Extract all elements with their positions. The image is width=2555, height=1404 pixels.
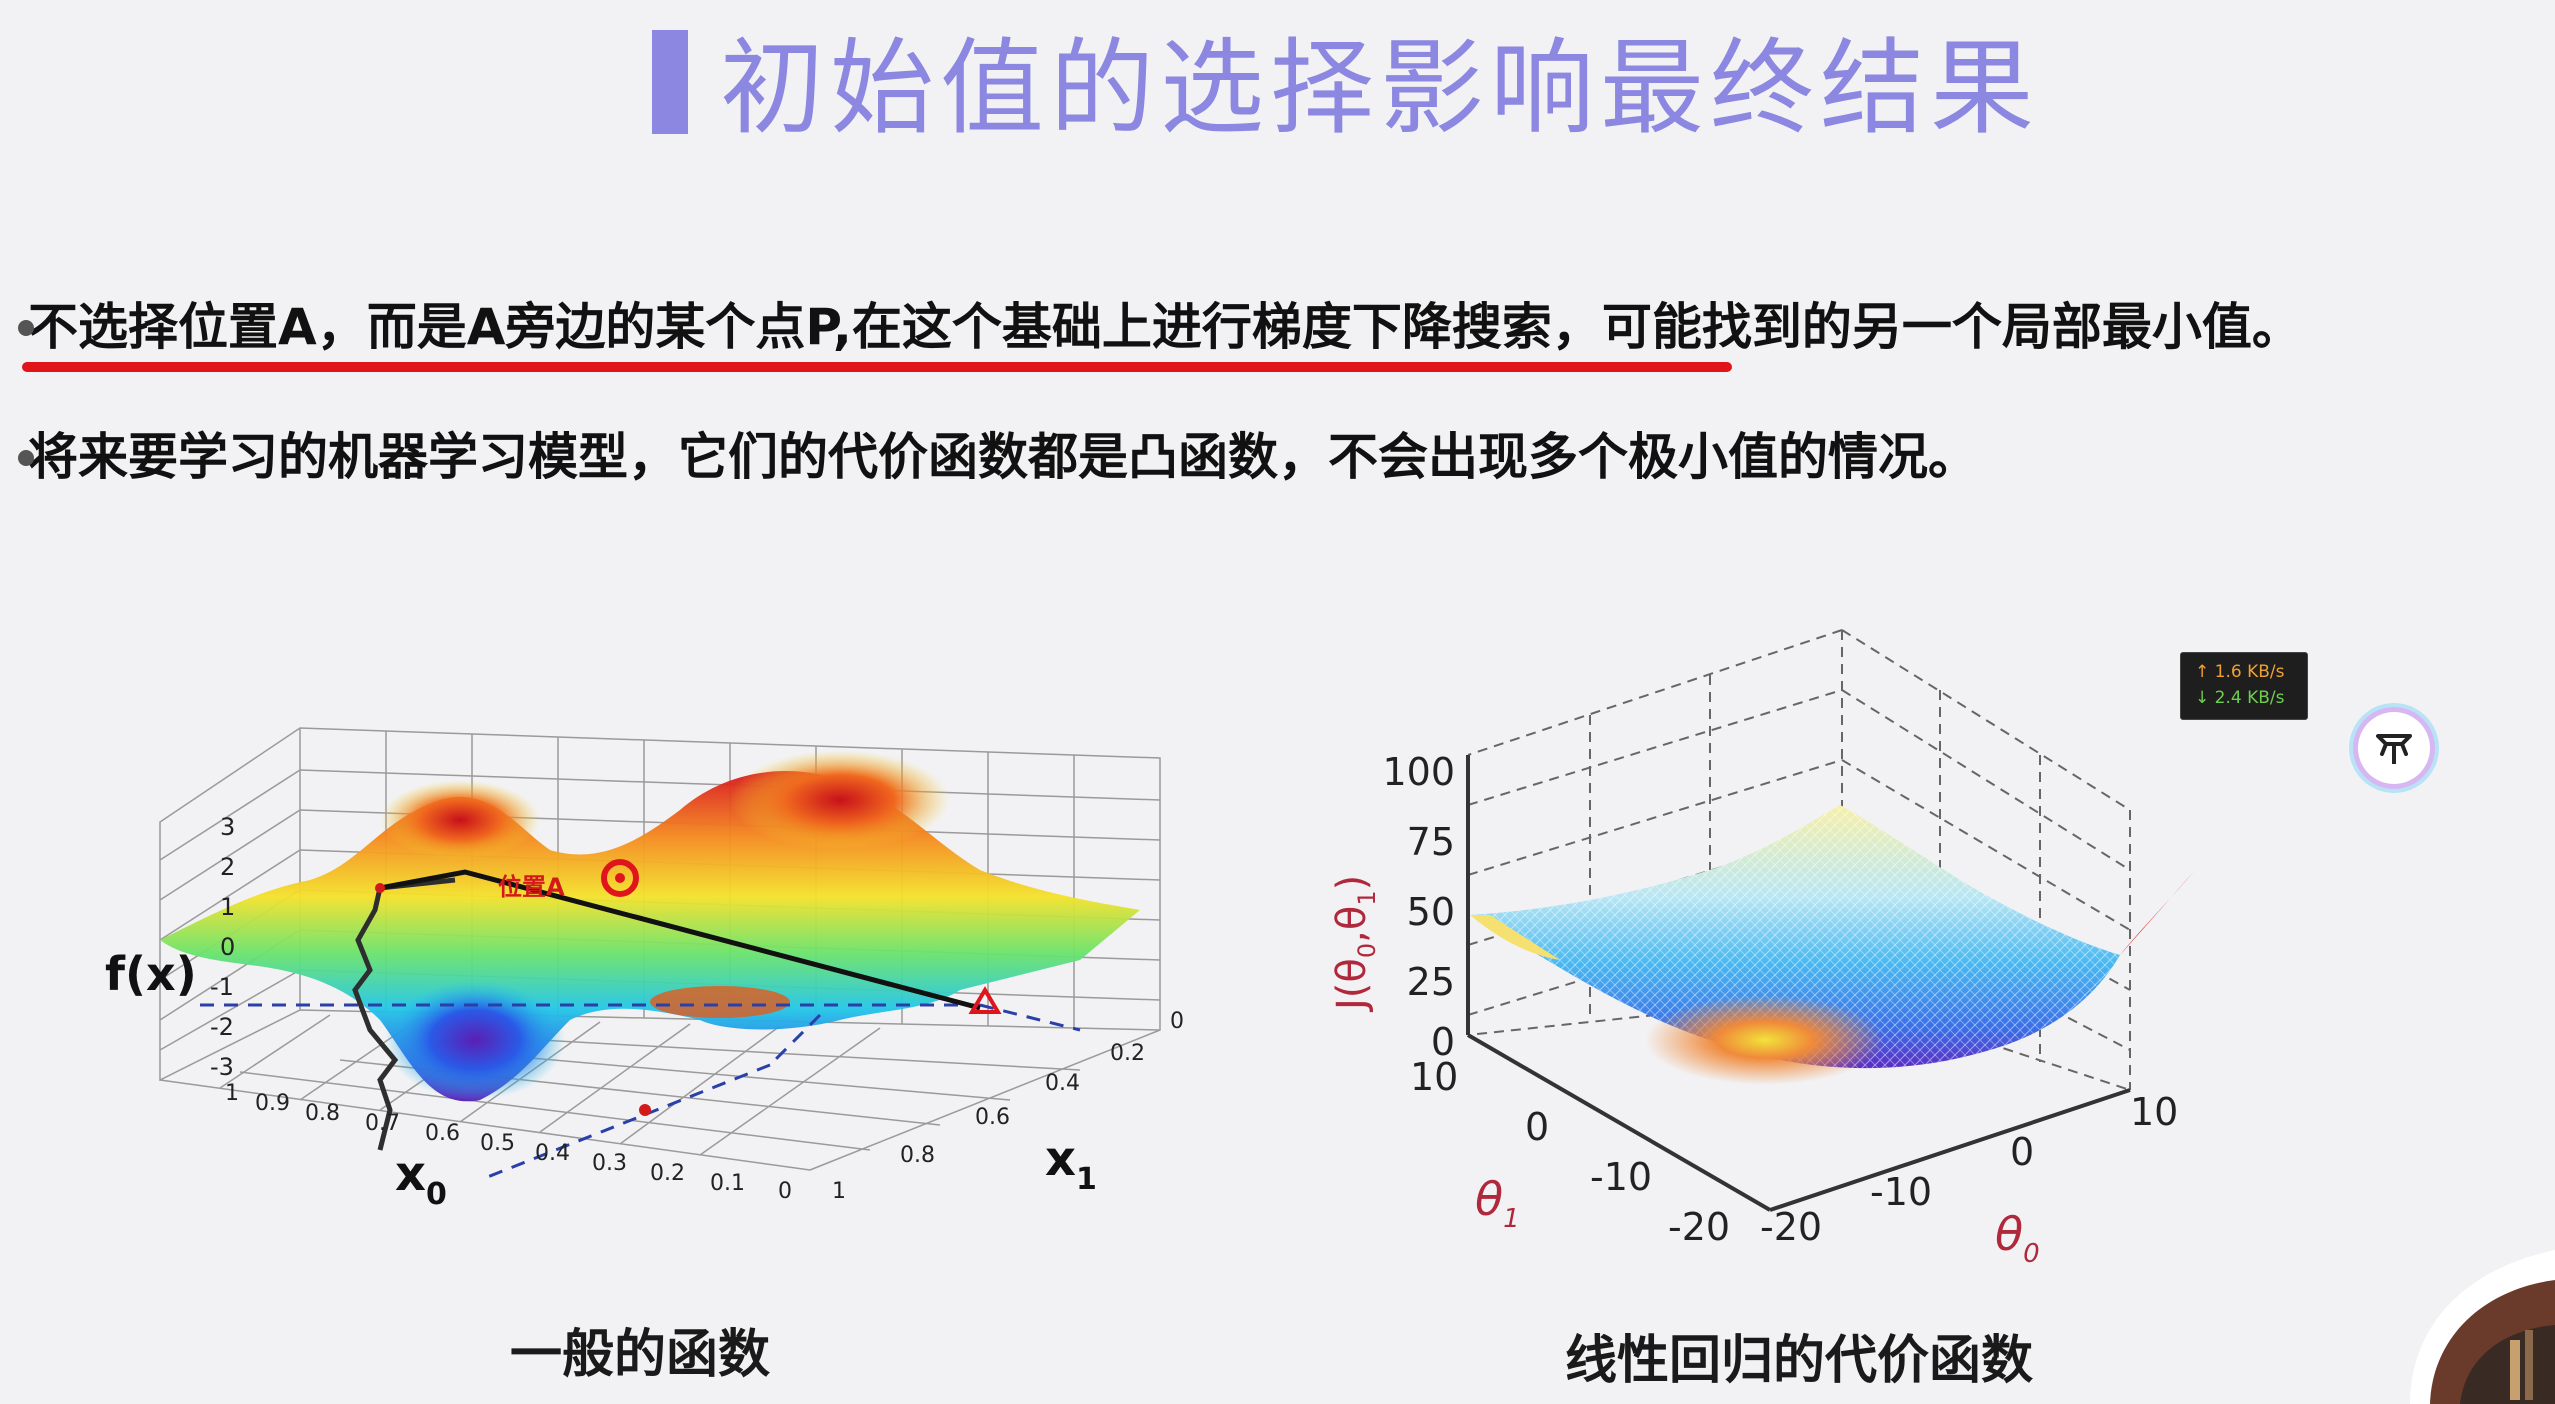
svg-text:-2: -2 bbox=[210, 1013, 234, 1041]
right-plot-axes bbox=[1466, 755, 2131, 1212]
point-a-label: 位置A bbox=[498, 873, 565, 901]
svg-text:100: 100 bbox=[1382, 750, 1455, 794]
svg-text:10: 10 bbox=[2130, 1090, 2178, 1134]
svg-text:0: 0 bbox=[1525, 1105, 1549, 1149]
svg-text:J(θ0,θ1): J(θ0,θ1) bbox=[1329, 875, 1381, 1013]
right-plot-svg: 100 75 50 25 0 J(θ0,θ1) 10 0 -10 -20 -20… bbox=[1329, 629, 2195, 1269]
right-bowl-front-rim bbox=[1645, 995, 1885, 1085]
left-z-axis-label: f(x) bbox=[105, 947, 197, 1001]
svg-text:0: 0 bbox=[2010, 1130, 2034, 1174]
svg-text:0.7: 0.7 bbox=[365, 1111, 400, 1136]
red-underline-annotation bbox=[22, 362, 1732, 372]
bullet-1: 不选择位置A，而是A旁边的某个点P,在这个基础上进行梯度下降搜索，可能找到的另一… bbox=[18, 292, 2302, 362]
assistant-logo-icon bbox=[2376, 734, 2412, 764]
svg-text:1: 1 bbox=[832, 1179, 846, 1204]
svg-text:0.2: 0.2 bbox=[1110, 1041, 1145, 1066]
left-x1-ticks: 0 0.2 0.4 0.6 0.8 1 bbox=[832, 1009, 1184, 1204]
svg-text:10: 10 bbox=[1410, 1055, 1458, 1099]
point-a-marker bbox=[375, 883, 385, 893]
bullet-dot bbox=[18, 450, 34, 466]
local-minimum-triangle bbox=[968, 986, 1002, 1014]
slide-title: 初始值的选择影响最终结果 bbox=[720, 27, 2041, 149]
svg-text:0: 0 bbox=[778, 1179, 792, 1204]
bullet-2: 将来要学习的机器学习模型，它们的代价函数都是凸函数，不会出现多个极小值的情况。 bbox=[18, 422, 1978, 492]
left-dashed-projection bbox=[200, 1003, 1081, 1182]
right-theta0-ticks: -20 -10 0 10 bbox=[1760, 1090, 2178, 1249]
presenter-video-thumbnail[interactable] bbox=[2370, 1210, 2555, 1404]
left-descent-path-p bbox=[379, 869, 981, 1011]
svg-text:0.6: 0.6 bbox=[425, 1121, 460, 1146]
svg-text:-10: -10 bbox=[1590, 1155, 1652, 1199]
floating-assistant-button[interactable] bbox=[2358, 712, 2430, 784]
svg-text:25: 25 bbox=[1407, 960, 1455, 1004]
bullet-1-underlined-text: 不选择位置A，而是A旁边的某个点P,在这个基础上进行梯度下降搜索 bbox=[28, 298, 1552, 356]
left-local-saddle bbox=[650, 986, 790, 1018]
bullet-1-rest-text: ，可能找到的另一个局部最小值。 bbox=[1551, 298, 2302, 356]
svg-text:0.5: 0.5 bbox=[480, 1131, 515, 1156]
right-figure-caption: 线性回归的代价函数 bbox=[1565, 1331, 2034, 1391]
svg-text:-3: -3 bbox=[210, 1053, 234, 1081]
right-bowl-mesh bbox=[1470, 805, 2120, 1069]
svg-text:75: 75 bbox=[1407, 820, 1455, 864]
right-theta1-axis-label: θ1 bbox=[1475, 1172, 1520, 1234]
svg-text:2: 2 bbox=[220, 853, 235, 881]
presenter-image bbox=[2410, 1250, 2555, 1404]
svg-text:-20: -20 bbox=[1668, 1205, 1730, 1249]
svg-text:0.9: 0.9 bbox=[255, 1091, 290, 1116]
svg-text:-20: -20 bbox=[1760, 1205, 1822, 1249]
svg-text:0.2: 0.2 bbox=[650, 1161, 685, 1186]
svg-text:0.4: 0.4 bbox=[535, 1141, 570, 1166]
svg-text:0.3: 0.3 bbox=[592, 1151, 627, 1176]
upload-speed: ↑ 1.6 KB/s bbox=[2195, 662, 2285, 682]
bullet-2-text: 将来要学习的机器学习模型，它们的代价函数都是凸函数，不会出现多个极小值的情况。 bbox=[28, 428, 1978, 486]
left-surface bbox=[160, 771, 1140, 1102]
global-minimum-marker bbox=[639, 1104, 651, 1116]
svg-text:1: 1 bbox=[225, 1081, 239, 1106]
start-point-p-marker bbox=[601, 859, 639, 897]
svg-text:0.8: 0.8 bbox=[900, 1143, 935, 1168]
network-speed-widget[interactable]: ↑ 1.6 KB/s ↓ 2.4 KB/s bbox=[2180, 652, 2308, 720]
left-x1-axis-label: x1 bbox=[1045, 1131, 1097, 1197]
svg-text:0.4: 0.4 bbox=[1045, 1071, 1080, 1096]
svg-text:0: 0 bbox=[220, 933, 235, 961]
svg-text:0: 0 bbox=[1431, 1020, 1455, 1064]
left-peak-2 bbox=[730, 750, 950, 850]
svg-text:0: 0 bbox=[1170, 1009, 1184, 1034]
svg-text:-1: -1 bbox=[210, 973, 234, 1001]
right-theta0-axis-label: θ0 bbox=[1995, 1207, 2040, 1269]
left-plot-svg: 位置A 3 2 1 0 -1 -2 -3 f(x) 1 0.9 0.8 0.7 … bbox=[105, 727, 1184, 1212]
linear-regression-cost-3d-plot: 100 75 50 25 0 J(θ0,θ1) 10 0 -10 -20 -20… bbox=[1290, 610, 2210, 1270]
bullet-dot bbox=[18, 320, 34, 336]
svg-text:0.6: 0.6 bbox=[975, 1105, 1010, 1130]
svg-text:0.1: 0.1 bbox=[710, 1171, 745, 1196]
right-z-ticks: 100 75 50 25 0 bbox=[1382, 750, 1455, 1064]
svg-text:1: 1 bbox=[220, 893, 235, 921]
svg-text:0.8: 0.8 bbox=[305, 1101, 340, 1126]
right-bowl-left-edge bbox=[1470, 915, 1560, 960]
left-global-minimum-well bbox=[385, 980, 565, 1100]
svg-text:50: 50 bbox=[1407, 890, 1455, 934]
left-figure-caption: 一般的函数 bbox=[510, 1325, 771, 1385]
svg-text:3: 3 bbox=[220, 813, 235, 841]
slide-title-area: 初始值的选择影响最终结果 bbox=[0, 18, 2555, 168]
start-point-p-dot bbox=[615, 873, 625, 883]
right-bowl-right-tip bbox=[2120, 870, 2195, 955]
left-descent-path-a bbox=[352, 877, 456, 1151]
title-accent-bar bbox=[652, 30, 688, 134]
left-peak-1 bbox=[380, 780, 540, 860]
download-speed: ↓ 2.4 KB/s bbox=[2195, 688, 2285, 708]
left-z-ticks: 3 2 1 0 -1 -2 -3 bbox=[210, 813, 235, 1081]
right-theta1-ticks: 10 0 -10 -20 bbox=[1410, 1055, 1730, 1249]
left-x0-axis-label: x0 bbox=[395, 1146, 447, 1212]
left-x0-ticks: 1 0.9 0.8 0.7 0.6 0.5 0.4 0.3 0.2 0.1 0 bbox=[225, 1081, 792, 1204]
right-z-axis-label: J(θ0,θ1) bbox=[1329, 875, 1381, 1013]
svg-text:-10: -10 bbox=[1870, 1170, 1932, 1214]
general-function-3d-plot: 位置A 3 2 1 0 -1 -2 -3 f(x) 1 0.9 0.8 0.7 … bbox=[80, 610, 1190, 1250]
